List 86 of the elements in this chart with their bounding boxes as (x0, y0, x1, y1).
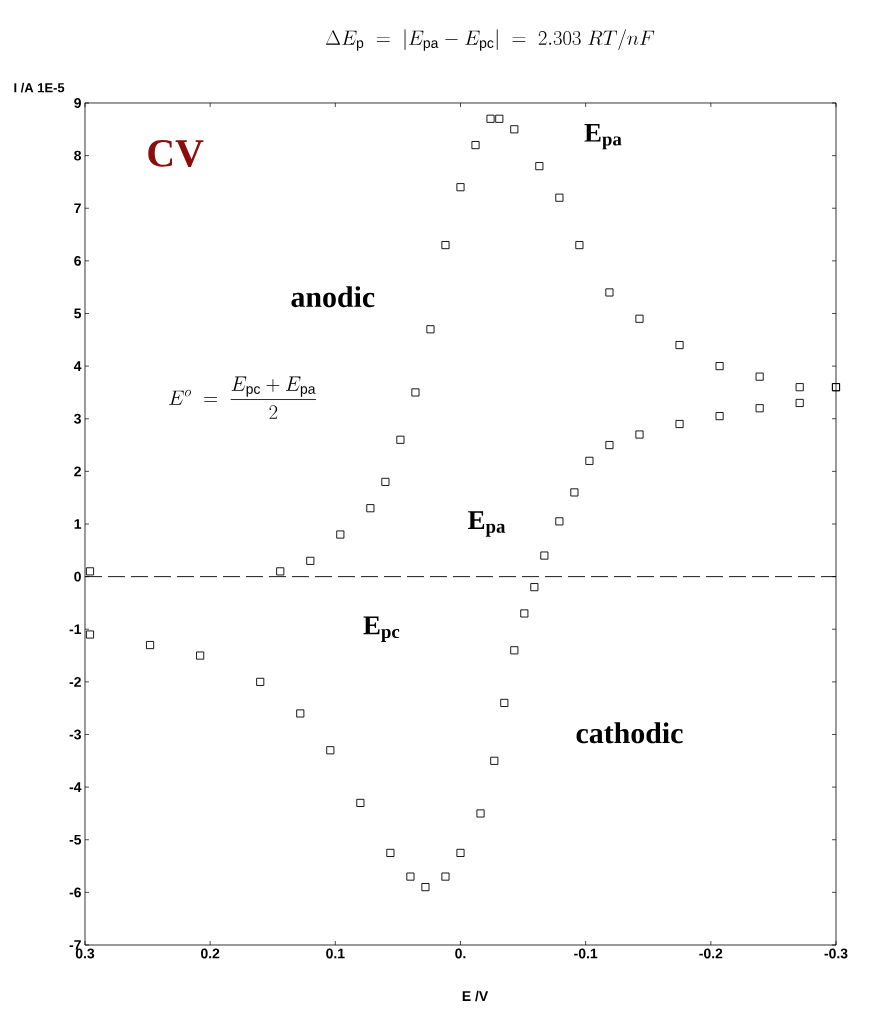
x-tick-label: -0.1 (574, 948, 598, 959)
y-tick-label: 0 (74, 571, 81, 582)
point (715, 362, 724, 371)
point (471, 141, 480, 150)
point (386, 848, 395, 857)
point (535, 162, 544, 171)
point (540, 551, 549, 560)
point (510, 646, 519, 655)
point (605, 288, 614, 297)
y-tick-label: 5 (74, 308, 82, 319)
point (276, 567, 285, 576)
point (366, 504, 375, 513)
y-tick-label: 4 (73, 361, 82, 371)
y-tick-label: 6 (74, 255, 81, 266)
point (570, 488, 579, 497)
point (421, 883, 430, 892)
point (715, 412, 724, 421)
annotation: CV (148, 140, 204, 167)
point (336, 530, 345, 539)
point (85, 567, 95, 576)
y-tick-label: 9 (74, 98, 81, 108)
point (441, 241, 450, 250)
point (256, 677, 265, 686)
annotation: cathodic (576, 722, 683, 744)
point (795, 398, 804, 407)
point (146, 640, 155, 650)
point (296, 709, 305, 718)
point (575, 241, 584, 250)
annotation: E$_{pa}$ (468, 511, 506, 537)
point (635, 430, 644, 439)
y-tick-label: 3 (74, 413, 81, 424)
point (555, 517, 564, 526)
point (605, 441, 614, 450)
point (306, 556, 315, 565)
y-tick-label: -5 (69, 834, 82, 845)
point (555, 193, 564, 202)
point (196, 651, 205, 660)
y-tick-label: -1 (69, 624, 82, 635)
point (356, 798, 365, 807)
point (675, 341, 684, 350)
y-tick-label: -2 (69, 676, 81, 687)
point (381, 477, 390, 486)
point (456, 848, 465, 857)
y-tick-label: 7 (74, 203, 81, 214)
point (755, 372, 764, 381)
y-tick-label: -3 (69, 729, 81, 740)
point (495, 114, 504, 123)
y-axis-title: I /A 1E-5 (14, 82, 65, 93)
annotation: E$_{pc}$ (363, 616, 400, 642)
point (500, 698, 509, 707)
point (411, 388, 420, 397)
annotation: anodic (291, 286, 375, 308)
y-tick-label: 1 (74, 519, 82, 529)
point (585, 456, 594, 465)
y-tick-label: -7 (69, 940, 81, 950)
point (426, 325, 435, 334)
y-tick-label: 2 (74, 466, 81, 477)
x-tick-label: 0.1 (326, 948, 345, 959)
point (476, 809, 485, 818)
point (326, 746, 335, 755)
x-tick-label: 0.2 (201, 948, 220, 959)
point (486, 114, 495, 123)
x-tick-label: 0. (455, 948, 466, 959)
y-tick-label: 8 (74, 150, 82, 161)
point (441, 872, 450, 881)
point (490, 756, 499, 765)
y-tick-label: -4 (69, 782, 82, 792)
annotation: $E^{o} \;=\; \frac{E_{\mathrm{pc}} + E_{\mathrm{pa}}}{2}$ (169, 376, 316, 419)
y-tick-label: -6 (69, 887, 81, 898)
x-tick-label: 0.3 (75, 948, 95, 959)
x-axis-title: E /V (462, 990, 489, 1002)
chart-title: $\Delta E_{\mathrm{p}} \;=\; \left|E_{\mathrm{pa}} - E_{\mathrm{pc}}\right| \;=\; 2.303\;RT/nF$ (325, 29, 655, 51)
annotation: E$_{pa}$ (584, 123, 622, 150)
point (456, 183, 465, 192)
point (406, 872, 415, 881)
point (396, 435, 405, 444)
point (530, 583, 539, 592)
point (520, 609, 529, 618)
x-tick-label: -0.3 (824, 948, 848, 959)
point (755, 404, 764, 413)
point (85, 630, 95, 639)
x-tick-label: -0.2 (699, 948, 723, 959)
point (675, 419, 684, 429)
point (510, 125, 519, 134)
point (635, 314, 644, 323)
point (795, 383, 804, 392)
